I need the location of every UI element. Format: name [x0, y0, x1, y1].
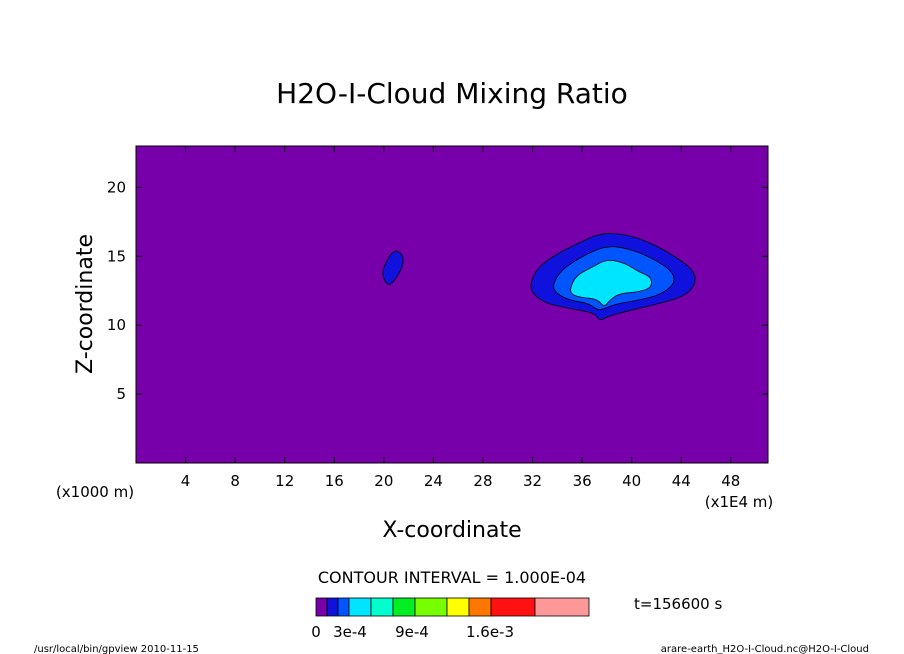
y-axis-label: Z-coordinate — [73, 234, 98, 374]
contour-region-main-cloud-level-3 — [570, 260, 652, 306]
x-tick-label: 4 — [181, 472, 191, 490]
chart-title: H2O-I-Cloud Mixing Ratio — [276, 77, 628, 110]
contour-region-small-cloud — [382, 250, 404, 286]
plot-area — [136, 146, 768, 463]
colorbar — [315, 597, 590, 617]
x-tick-label: 48 — [721, 472, 740, 490]
y-tick-label: 20 — [107, 178, 126, 196]
y-tick-label: 10 — [107, 316, 126, 334]
colorbar-swatch — [370, 597, 394, 617]
footer-right: arare-earth_H2O-I-Cloud.nc@H2O-I-Cloud — [661, 644, 869, 654]
colorbar-swatch — [490, 597, 536, 617]
colorbar-swatch — [468, 597, 492, 617]
y-unit-note: (x1000 m) — [56, 483, 134, 501]
colorbar-swatch — [414, 597, 448, 617]
colorbar-label-0: 0 — [311, 623, 321, 641]
colorbar-label-2: 9e-4 — [395, 623, 429, 641]
colorbar-swatch — [392, 597, 416, 617]
x-tick-label: 40 — [622, 472, 641, 490]
footer-left: /usr/local/bin/gpview 2010-11-15 — [34, 644, 199, 654]
x-tick-label: 16 — [325, 472, 344, 490]
contour-interval-text: CONTOUR INTERVAL = 1.000E-04 — [318, 568, 586, 587]
y-tick-label: 5 — [116, 385, 126, 403]
x-unit-note: (x1E4 m) — [705, 493, 774, 511]
colorbar-swatch — [326, 597, 339, 617]
colorbar-swatch — [534, 597, 590, 617]
plot-frame — [135, 145, 769, 464]
colorbar-swatch — [348, 597, 372, 617]
x-axis-label: X-coordinate — [382, 518, 521, 543]
x-tick-label: 24 — [424, 472, 443, 490]
x-tick-label: 20 — [374, 472, 393, 490]
x-tick-label: 44 — [672, 472, 691, 490]
colorbar-label-1: 3e-4 — [333, 623, 367, 641]
contour-regions — [382, 233, 696, 321]
time-label: t=156600 s — [634, 595, 722, 613]
x-tick-label: 12 — [275, 472, 294, 490]
x-tick-label: 28 — [473, 472, 492, 490]
x-tick-label: 8 — [230, 472, 240, 490]
y-tick-label: 15 — [107, 247, 126, 265]
x-tick-label: 36 — [573, 472, 592, 490]
colorbar-swatch — [446, 597, 470, 617]
colorbar-swatch — [337, 597, 350, 617]
colorbar-swatch — [315, 597, 328, 617]
colorbar-label-3: 1.6e-3 — [466, 623, 514, 641]
x-tick-label: 32 — [523, 472, 542, 490]
